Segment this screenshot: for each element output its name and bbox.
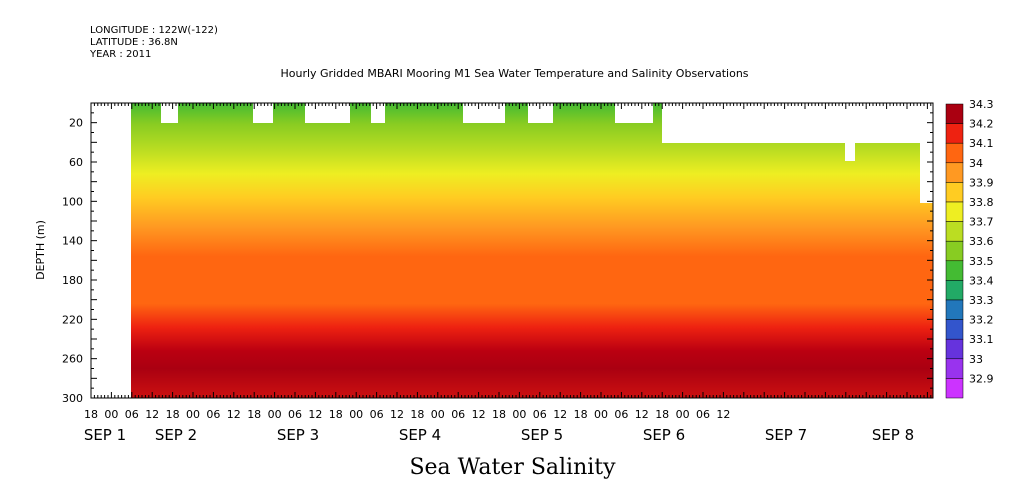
x-hour-label: 00 [431,408,445,421]
x-day-label: SEP 3 [277,426,319,444]
colorbar-label: 33.6 [969,235,994,248]
colorbar-swatch [945,182,964,203]
x-axis-title: Sea Water Salinity [409,455,616,480]
y-tick-label: 20 [69,117,83,130]
x-day-label: SEP 7 [765,426,807,444]
colorbar-label: 33.7 [969,216,994,229]
x-hour-label: 00 [104,408,118,421]
latitude-label: LATITUDE : 36.8N [90,37,178,48]
x-hour-label: 18 [574,408,588,421]
x-hour-label: 12 [390,408,404,421]
x-hour-label: 12 [145,408,159,421]
year-label: YEAR : 2011 [90,49,152,60]
x-hour-label: 00 [186,408,200,421]
data-gap [920,103,933,203]
colorbar-label: 33.2 [969,314,994,327]
data-gap [662,103,922,143]
colorbar-label: 33.9 [969,176,994,189]
colorbar-swatch [945,240,964,262]
y-tick-label: 220 [62,313,83,326]
x-hour-label: 06 [451,408,465,421]
x-hour-label: 12 [553,408,567,421]
x-hour-label: 18 [329,408,343,421]
colorbar-label: 33 [969,353,983,366]
x-day-label: SEP 1 [84,426,126,444]
colorbar-label: 33.8 [969,196,994,209]
data-gap [253,103,273,123]
colorbar-swatch [945,338,964,360]
chart-title: Hourly Gridded MBARI Mooring M1 Sea Wate… [280,67,749,80]
x-day-label: SEP 8 [872,426,914,444]
data-gap [371,103,385,123]
x-day-label: SEP 4 [399,426,441,444]
colorbar-swatch [945,280,964,301]
data-gap [845,103,855,161]
colorbar-swatch [945,260,964,281]
colorbar-label: 33.3 [969,294,994,307]
x-hour-label: 12 [635,408,649,421]
y-axis-title: DEPTH (m) [34,220,47,280]
colorbar-label: 33.1 [969,333,994,346]
x-day-label: SEP 6 [643,426,685,444]
colorbar-legend: 34.3 34.2 34.1 34 33.9 33.8 33.7 33.6 33.5 33.4 33… [945,98,994,399]
data-gap [463,103,505,123]
data-gap [161,103,178,123]
colorbar-swatch [945,319,964,340]
colorbar-label: 34.3 [969,98,994,111]
colorbar-label: 33.5 [969,255,994,268]
y-tick-label: 100 [62,195,83,208]
colorbar-label: 34.1 [969,137,994,150]
x-hour-label: 06 [533,408,547,421]
data-gap [615,103,653,123]
x-hour-label: 06 [125,408,139,421]
y-axis: 20 60 100 140 180 220 260 300 [62,102,933,405]
longitude-label: LONGITUDE : 122W(-122) [90,25,218,36]
x-hour-label: 18 [492,408,506,421]
x-hour-label: 12 [716,408,730,421]
x-hour-label: 12 [472,408,486,421]
y-tick-label: 260 [62,353,83,366]
x-axis: 18 00 06 12 18 00 06 12 18 00 06 12 18 00 06 12 18 00 06 12… [84,103,932,444]
x-hour-label: 00 [268,408,282,421]
colorbar-swatch [945,221,964,242]
x-hour-label: 18 [247,408,261,421]
colorbar-swatch [945,103,964,124]
colorbar-swatch [945,142,964,164]
colorbar-swatch [945,201,964,222]
x-hour-label: 18 [84,408,98,421]
colorbar-label: 34 [969,157,983,170]
colorbar-label: 34.2 [969,118,994,131]
data-gap [528,103,553,123]
x-hour-label: 00 [512,408,526,421]
x-hour-label: 18 [655,408,669,421]
colorbar-swatch [945,378,964,399]
colorbar-label: 32.9 [969,372,994,385]
x-hour-label: 18 [166,408,180,421]
data-gap [305,103,350,123]
x-hour-label: 00 [594,408,608,421]
x-day-label: SEP 2 [155,426,197,444]
x-hour-label: 12 [308,408,322,421]
y-tick-label: 180 [62,274,83,287]
x-hour-label: 12 [227,408,241,421]
colorbar-label: 33.4 [969,274,994,287]
x-hour-label: 06 [206,408,220,421]
x-hour-label: 00 [349,408,363,421]
x-day-label: SEP 5 [521,426,563,444]
colorbar-swatch [945,299,964,320]
x-hour-label: 06 [370,408,384,421]
colorbar-swatch [945,162,964,183]
x-hour-label: 06 [614,408,628,421]
y-tick-label: 300 [62,392,83,405]
salinity-field [131,103,933,398]
x-hour-label: 00 [676,408,690,421]
x-hour-label: 06 [696,408,710,421]
x-hour-label: 18 [410,408,424,421]
y-tick-label: 60 [69,156,83,169]
colorbar-swatch [945,123,964,144]
y-tick-label: 140 [62,235,83,248]
x-hour-label: 06 [288,408,302,421]
colorbar-swatch [945,358,964,379]
